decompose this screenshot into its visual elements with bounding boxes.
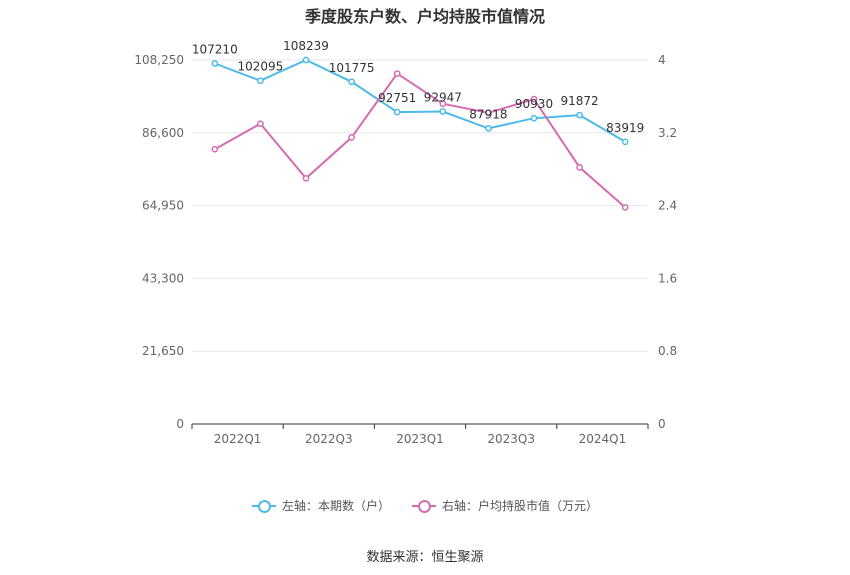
data-label: 92947 bbox=[424, 90, 462, 104]
legend-swatch-left-icon bbox=[251, 499, 276, 513]
x-axis-tick-label: 2024Q1 bbox=[579, 432, 627, 446]
x-axis-tick-label: 2022Q1 bbox=[214, 432, 262, 446]
left-axis-tick-label: 108,250 bbox=[134, 53, 184, 67]
legend-item-left-series[interactable]: 左轴：本期数（户） bbox=[251, 497, 390, 514]
x-axis-tick-label: 2023Q1 bbox=[396, 432, 444, 446]
left-axis-tick-label: 43,300 bbox=[142, 271, 184, 285]
data-point-shareholders bbox=[348, 78, 355, 86]
right-axis-tick-label: 1.6 bbox=[658, 271, 677, 285]
data-point-shareholders bbox=[393, 108, 401, 116]
left-axis-tick-label: 21,650 bbox=[142, 344, 184, 358]
legend-label-left-series: 左轴：本期数（户） bbox=[281, 499, 390, 513]
data-point-avg-value bbox=[530, 95, 538, 103]
series-line-avg-value bbox=[214, 72, 626, 209]
data-point-shareholders bbox=[576, 111, 583, 119]
data-label: 90930 bbox=[515, 97, 553, 111]
data-label: 102095 bbox=[237, 60, 283, 74]
data-label: 92751 bbox=[378, 91, 416, 105]
data-point-shareholders bbox=[439, 108, 447, 115]
series-line-shareholders bbox=[214, 58, 626, 143]
right-axis-tick-label: 0 bbox=[658, 417, 666, 431]
data-source: 数据来源：恒生聚源 bbox=[366, 550, 484, 565]
data-label: 107210 bbox=[192, 42, 238, 56]
data-point-avg-value bbox=[485, 109, 492, 117]
legend-item-right-series[interactable]: 右轴：户均持股市值（万元） bbox=[412, 497, 598, 514]
data-point-avg-value bbox=[576, 164, 583, 171]
data-point-shareholders bbox=[302, 56, 310, 64]
data-point-shareholders bbox=[257, 77, 264, 85]
right-axis-tick-label: 4 bbox=[658, 53, 666, 67]
data-point-shareholders bbox=[211, 60, 219, 67]
data-label: 108239 bbox=[283, 39, 329, 53]
x-axis-tick-label: 2022Q3 bbox=[305, 432, 353, 446]
right-axis-tick-label: 3.2 bbox=[658, 126, 677, 140]
data-point-avg-value bbox=[211, 145, 219, 153]
left-axis-tick-label: 0 bbox=[176, 417, 184, 431]
left-axis-tick-label: 64,950 bbox=[142, 199, 184, 213]
data-label: 101775 bbox=[329, 61, 375, 75]
data-point-avg-value bbox=[393, 70, 401, 78]
right-axis-tick-label: 2.4 bbox=[658, 199, 677, 213]
legend-label-right-series: 右轴：户均持股市值（万元） bbox=[442, 499, 599, 513]
data-point-avg-value bbox=[621, 204, 629, 211]
data-label: 87918 bbox=[469, 107, 507, 121]
chart-title: 季度股东户数、户均持股市值情况 bbox=[304, 7, 545, 26]
data-point-shareholders bbox=[485, 125, 492, 132]
data-point-avg-value bbox=[439, 100, 447, 108]
data-point-avg-value bbox=[257, 120, 264, 128]
data-label: 91872 bbox=[561, 94, 599, 108]
data-point-avg-value bbox=[302, 174, 310, 182]
legend-swatch-right-icon bbox=[412, 499, 436, 513]
left-axis-tick-label: 86,600 bbox=[142, 126, 184, 140]
data-point-avg-value bbox=[348, 134, 355, 141]
x-axis-tick-label: 2023Q3 bbox=[487, 432, 535, 446]
data-point-shareholders bbox=[530, 114, 538, 122]
right-axis-tick-label: 0.8 bbox=[658, 344, 677, 358]
data-point-shareholders bbox=[621, 138, 629, 146]
data-label: 83919 bbox=[606, 121, 644, 135]
chart-legend: 左轴：本期数（户） 右轴：户均持股市值（万元） bbox=[0, 497, 850, 514]
